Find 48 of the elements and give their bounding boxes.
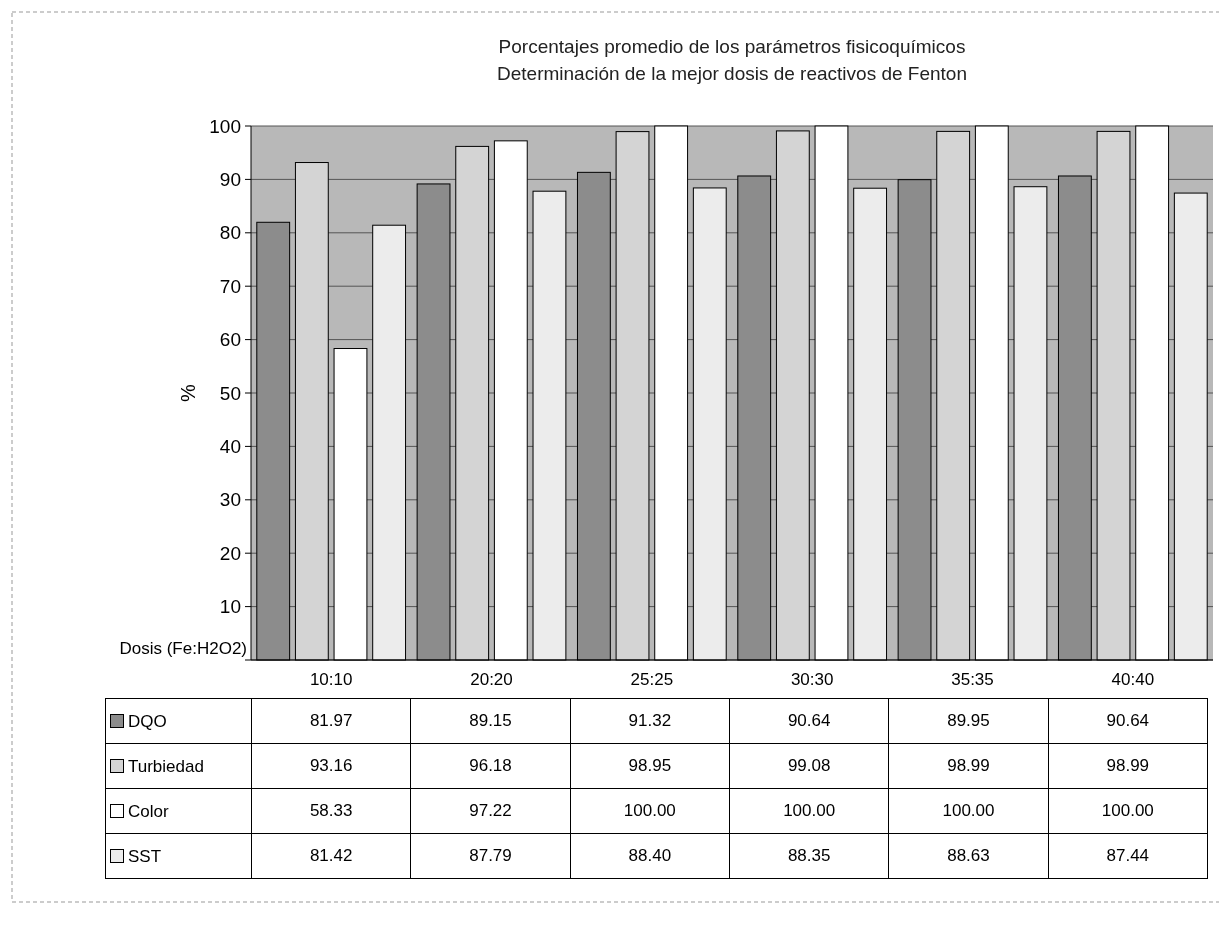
y-axis-title: % (177, 383, 199, 402)
data-label: 98.99 (1048, 743, 1208, 789)
y-tick-label: 30 (219, 489, 241, 511)
x-tick-label: 40:40 (1111, 669, 1155, 689)
data-label: 93.16 (251, 743, 411, 789)
data-label: 90.64 (1048, 698, 1208, 744)
data-label: 88.35 (729, 833, 889, 879)
x-tick-label: 35:35 (951, 669, 994, 689)
chart-title: Porcentajes promedio de los parámetros fisicoquímicos (498, 36, 966, 57)
data-label: 96.18 (410, 743, 571, 789)
data-label: 81.97 (251, 698, 411, 744)
data-label: 100.00 (729, 788, 889, 834)
y-tick-label: 70 (219, 275, 241, 297)
data-label: 99.08 (729, 743, 889, 789)
data-label: 89.95 (888, 698, 1049, 744)
x-tick-label: 20:20 (470, 669, 513, 689)
y-tick-label: 50 (219, 382, 241, 404)
legend-label: DQO (128, 711, 167, 731)
data-label: 98.95 (570, 743, 730, 789)
data-label: 87.44 (1048, 833, 1208, 879)
data-label: 88.63 (888, 833, 1049, 879)
y-tick-label: 20 (219, 542, 241, 564)
legend-label: Color (128, 801, 169, 821)
data-label: 100.00 (570, 788, 730, 834)
data-label: 89.15 (410, 698, 571, 744)
data-label: 97.22 (410, 788, 571, 834)
data-label: 81.42 (251, 833, 411, 879)
y-tick-label: 100 (209, 115, 241, 137)
y-tick-label: 40 (219, 436, 241, 458)
y-tick-label: 60 (219, 329, 241, 351)
x-tick-label: 10:10 (309, 669, 353, 689)
y-tick-label: 90 (219, 169, 241, 191)
data-label: 98.99 (888, 743, 1049, 789)
x-axis-title: Dosis (Fe:H2O2) (119, 639, 247, 658)
data-label: 58.33 (251, 788, 411, 834)
data-label: 100.00 (888, 788, 1049, 834)
data-label: 91.32 (570, 698, 730, 744)
chart-subtitle: Determinación de la mejor dosis de reactivos de Fenton (497, 63, 967, 84)
y-tick-label: 10 (219, 596, 241, 618)
data-label: 90.64 (729, 698, 889, 744)
x-tick-label: 25:25 (630, 669, 674, 689)
data-label: 87.79 (410, 833, 571, 879)
legend-label: SST (128, 846, 162, 866)
data-label: 88.40 (570, 833, 730, 879)
data-label: 100.00 (1048, 788, 1208, 834)
legend-label: Turbiedad (128, 756, 204, 776)
x-tick-label: 30:30 (790, 669, 834, 689)
y-tick-label: 80 (219, 222, 241, 244)
